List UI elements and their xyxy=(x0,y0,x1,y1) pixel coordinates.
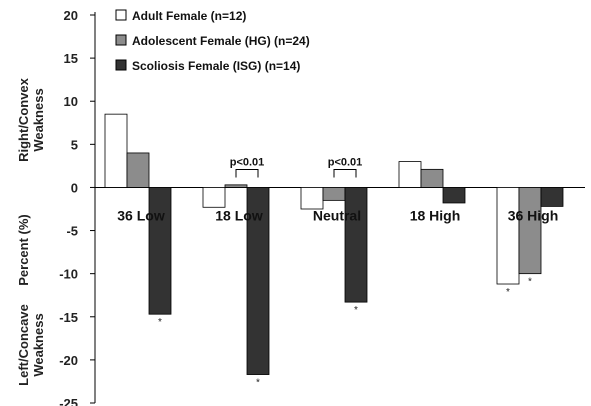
y-tick-label: 15 xyxy=(64,51,78,66)
ylabel: Percent (%) xyxy=(16,214,31,286)
y-tick-label: -5 xyxy=(66,224,78,239)
bar xyxy=(420,168,444,188)
bars xyxy=(104,113,564,375)
annotations: p<0.01 p<0.01 * * * * * xyxy=(158,156,532,388)
significance-asterisk: * xyxy=(354,305,358,316)
x-category-label: 18 High xyxy=(410,207,461,223)
ylabel-top-line-2: Weakness xyxy=(31,88,46,151)
legend: Adult Female (n=12) Adolescent Female (HG… xyxy=(115,9,310,73)
legend-label: Adolescent Female (HG) (n=24) xyxy=(132,34,310,48)
y-tick-label: 0 xyxy=(71,180,78,195)
legend-swatch xyxy=(115,9,127,21)
bar xyxy=(104,113,128,188)
y-tick-label: -25 xyxy=(59,396,78,406)
bar xyxy=(126,152,150,188)
y-tick-label: -15 xyxy=(59,310,78,325)
ylabel-bottom-line-1: Left/Concave xyxy=(16,304,31,386)
significance-asterisk: * xyxy=(506,287,510,298)
legend-swatch xyxy=(115,34,127,46)
x-category-label: 36 High xyxy=(508,207,559,223)
significance-bracket xyxy=(333,168,357,178)
bar xyxy=(496,187,520,285)
y-tick-label: 20 xyxy=(64,8,78,23)
bar xyxy=(540,187,564,207)
legend-label: Adult Female (n=12) xyxy=(132,9,246,23)
bar xyxy=(442,187,466,204)
significance-bracket xyxy=(235,168,259,178)
y-tick-label: -20 xyxy=(59,353,78,368)
ylabel-bottom-line-2: Weakness xyxy=(31,313,46,376)
category-labels: 36 Low 18 Low Neutral 18 High 36 High xyxy=(117,207,558,223)
bar xyxy=(148,187,172,315)
y-tick-label: -10 xyxy=(59,267,78,282)
bar xyxy=(344,187,368,303)
bar xyxy=(246,187,270,375)
x-category-label: 18 Low xyxy=(215,207,263,223)
axis-labels: Right/Convex Weakness Percent (%) Left/C… xyxy=(16,77,46,385)
legend-label: Scoliosis Female (ISG) (n=14) xyxy=(132,59,300,73)
ylabel-top-line-1: Right/Convex xyxy=(16,77,31,162)
bar xyxy=(300,187,324,210)
p-value-label: p<0.01 xyxy=(328,156,363,168)
significance-asterisk: * xyxy=(256,378,260,389)
bar xyxy=(398,161,422,188)
p-value-label: p<0.01 xyxy=(230,156,265,168)
legend-swatch xyxy=(115,59,127,71)
y-tick-label: 10 xyxy=(64,94,78,109)
significance-asterisk: * xyxy=(158,317,162,328)
bar xyxy=(202,187,226,208)
bar xyxy=(322,187,346,201)
x-category-label: 36 Low xyxy=(117,207,165,223)
y-tick-label: 5 xyxy=(71,137,78,152)
significance-asterisk: * xyxy=(528,277,532,288)
bar xyxy=(518,187,542,275)
bar xyxy=(224,184,248,188)
x-category-label: Neutral xyxy=(313,207,361,223)
